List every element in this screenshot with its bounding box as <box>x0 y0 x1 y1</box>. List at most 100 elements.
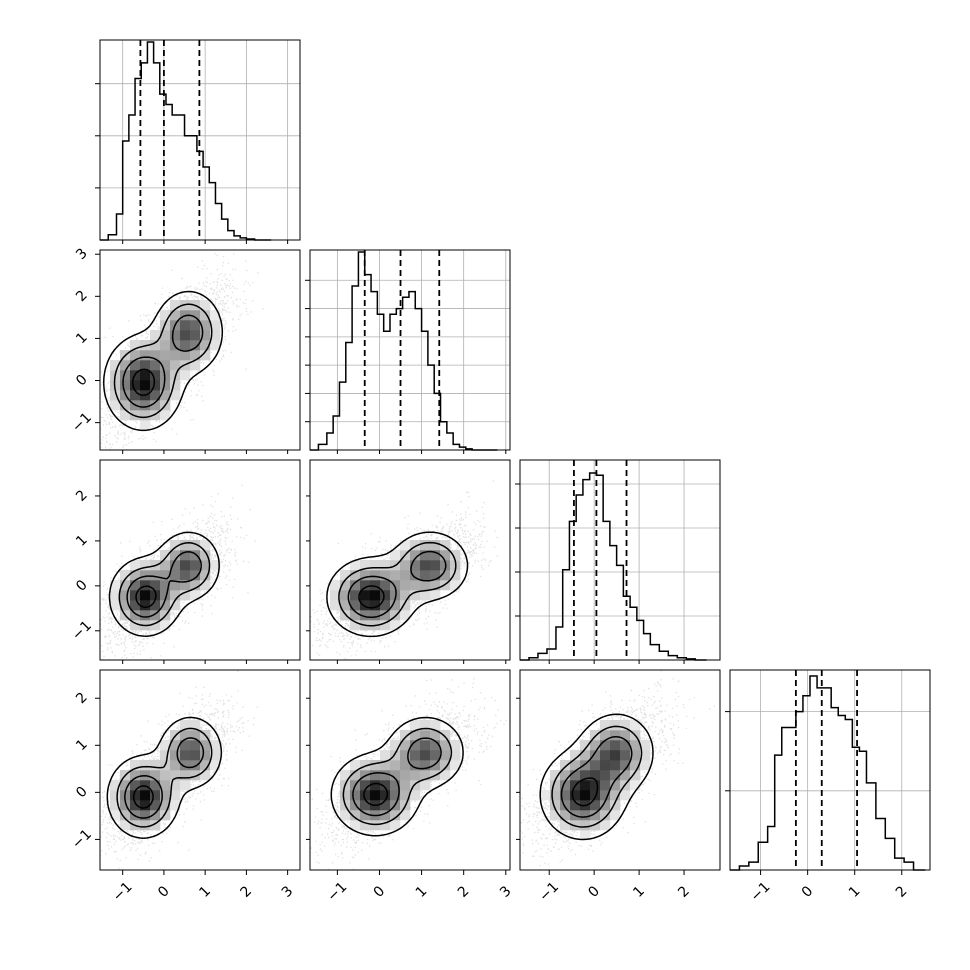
density-cell <box>180 570 191 581</box>
y-tick-label: 3 <box>73 245 91 263</box>
density-cell <box>610 730 621 741</box>
density-cell <box>550 770 561 781</box>
density-cell <box>120 570 131 581</box>
density-cell <box>340 570 351 581</box>
density-cell <box>390 580 401 591</box>
scatter-panel-1 <box>99 249 301 451</box>
density-cell <box>150 580 161 591</box>
density-cell <box>400 580 411 591</box>
density-cell <box>350 570 361 581</box>
density-cell <box>120 370 131 381</box>
density-cell <box>600 800 611 811</box>
density-cell <box>590 790 601 801</box>
density-cell <box>150 370 161 381</box>
density-cell <box>180 760 191 771</box>
scatter-panel-6 <box>519 669 721 871</box>
density-cell <box>140 820 151 831</box>
panel-frame <box>519 459 721 661</box>
density-cell <box>190 770 201 781</box>
density-cell <box>200 580 211 591</box>
density-cell <box>550 790 561 801</box>
density-cell <box>150 620 161 631</box>
density-cell <box>170 390 181 401</box>
density-cell <box>190 750 201 761</box>
contour-line <box>124 737 205 819</box>
density-cell <box>170 590 181 601</box>
density-cell <box>140 580 151 591</box>
density-cell <box>390 740 401 751</box>
density-cell <box>550 810 561 821</box>
density-cell <box>430 760 441 771</box>
density-cell <box>350 790 361 801</box>
density-cell <box>160 780 171 791</box>
density-cell <box>360 810 371 821</box>
density-cell <box>110 390 121 401</box>
panel-frame <box>99 249 301 451</box>
x-tick-label: −1 <box>536 879 562 905</box>
x-tick-label: −1 <box>324 879 350 905</box>
density-cell <box>450 570 461 581</box>
x-tick-label: 1 <box>846 883 864 901</box>
density-cell <box>180 540 191 551</box>
density-cell <box>200 550 211 561</box>
density-cell <box>370 590 381 601</box>
density-cell <box>360 590 371 601</box>
density-cell <box>350 820 361 831</box>
density-cell <box>150 400 161 411</box>
density-cell <box>430 550 441 561</box>
density-cell <box>210 340 221 351</box>
x-tick-label: 1 <box>196 883 214 901</box>
density-cell <box>430 590 441 601</box>
density-cell <box>370 770 381 781</box>
density-cell <box>360 800 371 811</box>
density-cell <box>200 340 211 351</box>
density-cell <box>180 350 191 361</box>
density-cell <box>430 740 441 751</box>
density-cell <box>630 780 641 791</box>
y-tick-label: 0 <box>73 784 91 802</box>
density-cell <box>630 720 641 731</box>
density-cell <box>440 550 451 561</box>
density-cell <box>420 560 431 571</box>
density-cell <box>430 560 441 571</box>
density-cell <box>190 720 201 731</box>
density-cell <box>400 750 411 761</box>
x-tick-label: 0 <box>155 883 173 901</box>
density-cell <box>210 760 221 771</box>
density-cell <box>400 760 411 771</box>
density-cell <box>160 390 171 401</box>
density-cell <box>340 590 351 601</box>
density-cell <box>330 580 341 591</box>
scatter-panel-2 <box>99 459 301 661</box>
density-cell <box>200 570 211 581</box>
density-cell <box>140 600 151 611</box>
y-tick-label: 2 <box>73 288 91 306</box>
density-cell <box>450 740 461 751</box>
density-cell <box>420 730 431 741</box>
density-cell <box>210 310 221 321</box>
density-cell <box>550 800 561 811</box>
density-cell <box>180 320 191 331</box>
panel-frame <box>309 249 511 451</box>
density-cell <box>420 580 431 591</box>
density-cell <box>190 310 201 321</box>
contour-line <box>135 585 157 609</box>
density-cell <box>170 330 181 341</box>
density-cell <box>170 310 181 321</box>
y-tick-label: 1 <box>73 736 91 754</box>
density-cell <box>410 550 421 561</box>
y-tick-label: −1 <box>69 618 95 644</box>
density-cell <box>190 560 201 571</box>
density-cell <box>180 560 191 571</box>
density-cell <box>190 580 201 591</box>
density-cell <box>420 550 431 561</box>
density-cell <box>380 770 391 781</box>
density-cell <box>120 380 131 391</box>
density-cell <box>580 780 591 791</box>
histogram-step-line <box>730 675 926 871</box>
density-cell <box>390 810 401 821</box>
density-cell <box>120 360 131 371</box>
density-cell <box>390 550 401 561</box>
density-cell <box>420 770 431 781</box>
density-cell <box>410 580 421 591</box>
